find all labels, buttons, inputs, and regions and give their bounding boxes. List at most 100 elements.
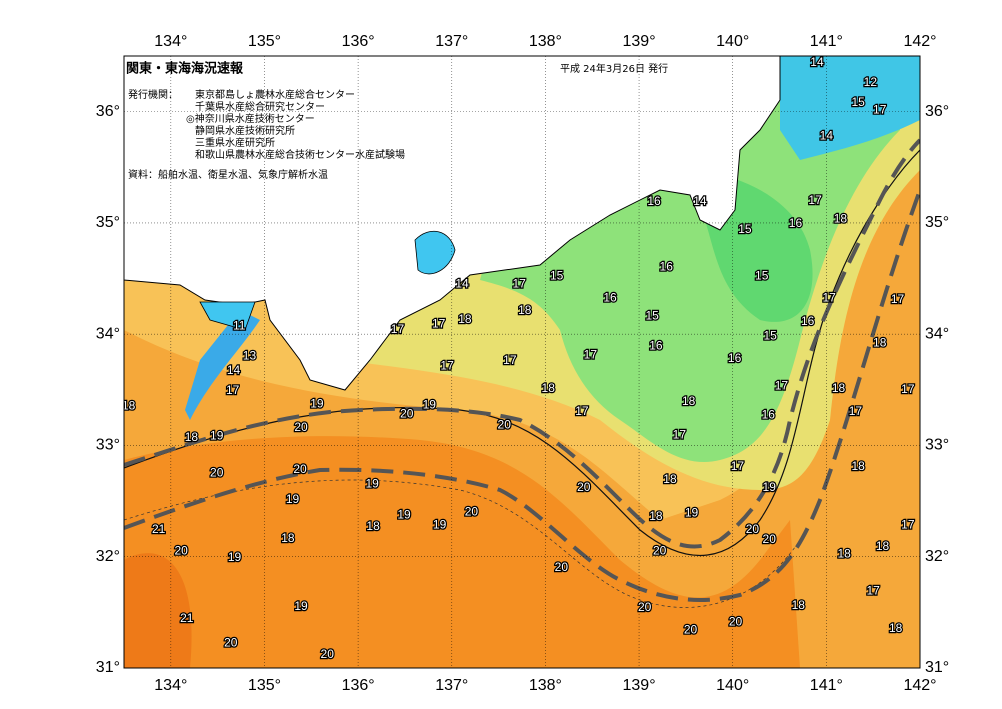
lon-tick-label: 142° — [903, 33, 936, 50]
contour-label: 12 — [864, 75, 878, 89]
contour-label: 20 — [729, 615, 743, 629]
lon-tick-label: 139° — [623, 33, 656, 50]
contour-label: 18 — [876, 539, 890, 553]
contour-label: 14 — [693, 194, 707, 208]
contour-label: 19 — [310, 396, 324, 410]
warmest-water — [124, 553, 192, 668]
lon-tick-label: 137° — [435, 677, 468, 694]
isotherm — [124, 149, 920, 556]
contour-label: 19 — [210, 429, 224, 443]
contour-label: 18 — [649, 509, 663, 523]
lon-tick-label: 141° — [810, 33, 843, 50]
contour-label: 17 — [822, 291, 836, 305]
contour-label: 18 — [458, 312, 472, 326]
contour-label: 19 — [685, 506, 699, 520]
contour-label: 19 — [286, 492, 300, 506]
lon-tick-label: 136° — [342, 677, 375, 694]
contour-label: 15 — [738, 222, 752, 236]
osaka-bay — [199, 301, 256, 331]
contour-label: 20 — [638, 600, 652, 614]
contour-label: 17 — [808, 193, 822, 207]
contour-label: 18 — [889, 621, 903, 635]
contour-label: 21 — [152, 522, 166, 536]
axis-ticks: 134° 134° 135° 135° 136° 136° 137° 137° 138° 138°… — [96, 33, 949, 694]
issuer: ◎神奈川県水産技術センター — [186, 112, 315, 125]
lon-tick-label: 134° — [154, 33, 187, 50]
contour-label: 15 — [763, 329, 777, 343]
contour-label: 20 — [555, 560, 569, 574]
coastal-cold-water — [185, 310, 260, 420]
contour-label: 13 — [243, 349, 257, 363]
data-source: 資料：船舶水温、衛星水温、気象庁解析水温 — [128, 168, 328, 181]
lat-tick-label: 35° — [925, 214, 949, 231]
issuer: 和歌山県農林水産総合技術センター水産試験場 — [195, 148, 405, 161]
contour-label: 14 — [227, 363, 241, 377]
contour-label: 17 — [731, 459, 745, 473]
contour-label: 18 — [852, 459, 866, 473]
contour-label: 17 — [901, 382, 915, 396]
contour-label: 19 — [397, 508, 411, 522]
lon-tick-label: 141° — [810, 677, 843, 694]
contour-label: 18 — [834, 212, 848, 226]
contour-label: 18 — [663, 472, 677, 486]
contour-label: 18 — [518, 303, 532, 317]
lat-tick-label: 34° — [925, 325, 949, 342]
title: 関東・東海海況速報 — [126, 61, 244, 77]
contour-label: 14 — [820, 128, 834, 142]
lon-tick-label: 140° — [716, 33, 749, 50]
contour-label: 18 — [837, 547, 851, 561]
issuer: 千葉県水産総合研究センター — [195, 100, 325, 113]
lon-tick-label: 134° — [154, 677, 187, 694]
kuroshio-front — [124, 189, 920, 602]
contour-label: 17 — [503, 353, 517, 367]
lat-tick-label: 34° — [96, 325, 120, 342]
kuroshio-front — [124, 138, 920, 549]
contour-label: 20 — [746, 522, 760, 536]
contour-label: 20 — [465, 504, 479, 518]
contour-label: 20 — [577, 480, 591, 494]
lon-tick-label: 135° — [248, 33, 281, 50]
lat-tick-label: 33° — [96, 437, 120, 454]
contour-label: 16 — [789, 216, 803, 230]
lon-tick-label: 135° — [248, 677, 281, 694]
contour-label: 18 — [542, 381, 556, 395]
contour-label: 19 — [228, 550, 242, 564]
contour-label: 17 — [432, 316, 446, 330]
contour-label: 18 — [832, 381, 846, 395]
contour-label: 17 — [901, 518, 915, 532]
contour-label: 18 — [185, 430, 199, 444]
contour-label: 17 — [891, 292, 905, 306]
lat-tick-label: 36° — [925, 103, 949, 120]
contour-label: 20 — [321, 647, 335, 661]
contour-label: 16 — [801, 314, 815, 328]
contour-label: 20 — [653, 543, 667, 557]
contour-label: 18 — [122, 399, 136, 413]
lat-tick-label: 35° — [96, 214, 120, 231]
contour-label: 16 — [660, 260, 674, 274]
contour-label: 18 — [873, 335, 887, 349]
contour-label: 16 — [647, 194, 661, 208]
lon-tick-label: 140° — [716, 677, 749, 694]
contour-label: 17 — [849, 404, 863, 418]
contour-label: 17 — [391, 322, 405, 336]
contour-label: 19 — [294, 599, 308, 613]
lat-tick-label: 32° — [96, 548, 120, 565]
graticule — [124, 56, 920, 668]
contour-label: 19 — [433, 518, 447, 532]
contour-label: 18 — [366, 519, 380, 533]
contour-label: 11 — [233, 319, 246, 333]
issue-date: 平成 24年3月26日 発行 — [560, 62, 668, 75]
contour-label: 18 — [792, 598, 806, 612]
contour-label: 21 — [180, 611, 194, 625]
lat-tick-label: 33° — [925, 437, 949, 454]
contour-label: 15 — [550, 268, 564, 282]
contour-label: 20 — [210, 465, 224, 479]
contour-label: 15 — [852, 95, 866, 109]
contour-label: 15 — [645, 309, 659, 323]
contour-label: 16 — [603, 291, 617, 305]
map-frame — [123, 55, 921, 669]
contour-label: 16 — [649, 339, 663, 353]
lat-tick-label: 32° — [925, 548, 949, 565]
contour-label: 14 — [810, 55, 824, 69]
